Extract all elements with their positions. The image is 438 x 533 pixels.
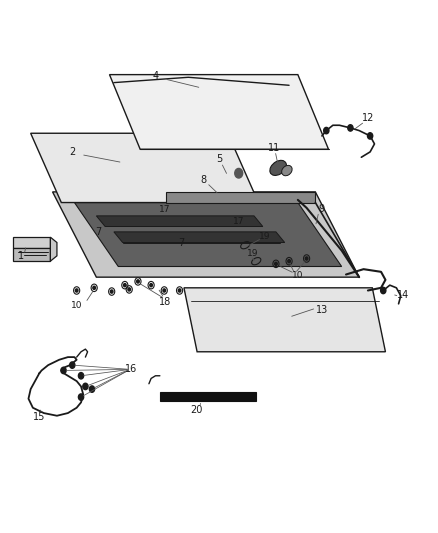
Polygon shape [74, 203, 342, 266]
Ellipse shape [282, 165, 292, 176]
Text: 15: 15 [33, 413, 46, 422]
Polygon shape [96, 216, 263, 227]
Circle shape [367, 133, 373, 139]
Polygon shape [50, 237, 57, 261]
Polygon shape [110, 75, 328, 149]
Text: 19: 19 [247, 249, 259, 258]
Text: 10: 10 [292, 271, 304, 280]
Text: 12: 12 [362, 114, 374, 123]
Text: 5: 5 [216, 154, 222, 164]
Circle shape [61, 367, 66, 374]
Text: 17: 17 [233, 217, 244, 225]
Text: 7: 7 [179, 238, 185, 247]
Text: 16: 16 [125, 364, 138, 374]
Polygon shape [13, 237, 50, 248]
Circle shape [89, 386, 95, 392]
Circle shape [178, 289, 181, 292]
Polygon shape [13, 248, 50, 261]
Circle shape [381, 287, 386, 294]
Circle shape [93, 286, 95, 289]
Polygon shape [166, 192, 315, 203]
Text: 1: 1 [18, 251, 24, 261]
Circle shape [124, 284, 126, 287]
Circle shape [137, 280, 139, 283]
Circle shape [75, 289, 78, 292]
Circle shape [288, 260, 290, 263]
Circle shape [78, 373, 84, 379]
Circle shape [235, 168, 243, 178]
Circle shape [128, 288, 131, 291]
Circle shape [275, 262, 277, 265]
Polygon shape [114, 232, 285, 243]
Ellipse shape [270, 160, 286, 175]
Circle shape [110, 290, 113, 293]
Text: 9: 9 [319, 205, 325, 214]
Text: 7: 7 [95, 227, 102, 237]
Circle shape [78, 394, 84, 400]
Circle shape [150, 284, 152, 287]
Circle shape [305, 257, 308, 260]
Circle shape [163, 289, 166, 292]
Text: 19: 19 [259, 232, 271, 240]
Circle shape [83, 383, 88, 390]
Polygon shape [160, 392, 256, 401]
Text: 18: 18 [159, 297, 172, 307]
Text: 13: 13 [316, 305, 328, 315]
Polygon shape [31, 133, 258, 203]
Circle shape [324, 127, 329, 134]
Text: 17: 17 [159, 205, 170, 214]
Polygon shape [53, 192, 359, 277]
Text: 10: 10 [71, 301, 82, 310]
Text: 2: 2 [69, 147, 75, 157]
Text: 14: 14 [397, 290, 409, 300]
Polygon shape [184, 288, 385, 352]
Circle shape [70, 362, 75, 368]
Circle shape [348, 125, 353, 131]
Text: 11: 11 [268, 143, 280, 153]
Text: 20: 20 [190, 406, 202, 415]
Text: 4: 4 [152, 71, 159, 81]
Text: 8: 8 [201, 175, 207, 185]
